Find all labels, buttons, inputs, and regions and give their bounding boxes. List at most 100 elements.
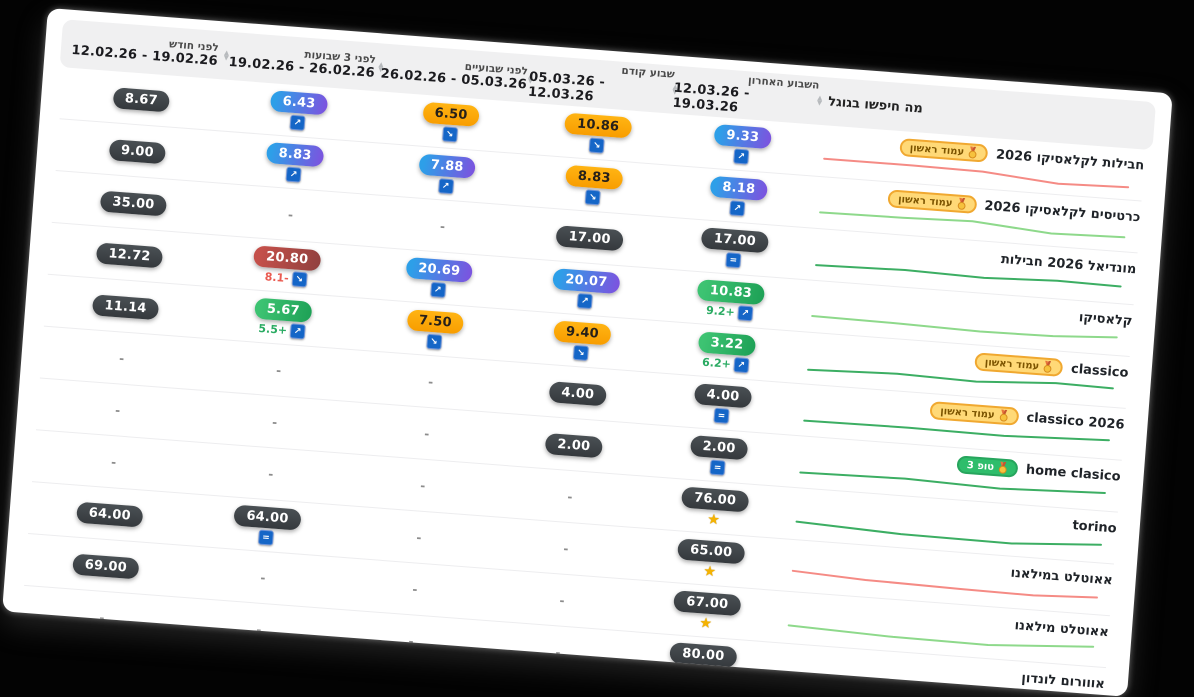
- rank-pill: 7.88: [418, 153, 477, 179]
- rank-pill: 17.00: [701, 226, 769, 253]
- keyword-cell[interactable]: classico 2026 עמוד ראשון: [793, 384, 1126, 461]
- rank-pill: 9.33: [713, 123, 772, 149]
- rank-pill: 35.00: [99, 190, 168, 217]
- rank-change-line: ↗: [285, 166, 302, 183]
- keyword-cell[interactable]: מונדיאל 2026 חבילות: [805, 228, 1138, 305]
- first-page-badge: עמוד ראשון: [887, 189, 978, 214]
- rank-pill: 20.69: [405, 256, 474, 283]
- column-header-text: השבוע האחרון 12.03.26 - 19.03.26: [672, 69, 820, 122]
- keyword-label: קלאסיקו: [1078, 309, 1133, 329]
- keyword-cell[interactable]: home clasico טופ 3: [789, 436, 1122, 513]
- trend-down-icon: ↘: [572, 344, 589, 361]
- dash-placeholder: -: [255, 622, 262, 637]
- rank-pill: 10.83: [697, 278, 765, 305]
- rank-cell: -: [344, 525, 495, 550]
- keyword-cell[interactable]: torino: [785, 488, 1118, 565]
- trend-up-icon: ↗: [289, 114, 306, 131]
- rank-pill: 3.22: [697, 330, 757, 357]
- rank-cell: 9.00: [57, 135, 218, 168]
- medal-icon: [957, 197, 966, 210]
- sort-arrows-icon[interactable]: ▲ ▼: [817, 94, 823, 107]
- rank-change-line: =: [713, 407, 730, 424]
- keyword-label: אאוטלט מילאנו: [1014, 617, 1110, 640]
- sparkline: [793, 464, 1111, 506]
- column-header-text: לפני חודש 12.02.26 - 19.02.26: [71, 30, 219, 69]
- rank-change-line: =: [709, 459, 726, 476]
- new-entry-star-icon: ★: [694, 666, 709, 684]
- rank-cell: -: [22, 605, 183, 631]
- rank-pill: 17.00: [555, 224, 624, 251]
- keyword-line[interactable]: classico 2026 עמוד ראשון: [799, 390, 1126, 435]
- keyword-line[interactable]: חבילות לקלאסיקו 2026 עמוד ראשון: [818, 131, 1145, 176]
- table-row: 8.67 6.43 ↗ 6.50 ↘ 10.86 ↘ 9.33 ↗ חבילות לקלאסיקו…: [59, 67, 1146, 202]
- dash-placeholder: -: [423, 426, 430, 442]
- rank-change-line: ↗: [576, 293, 593, 310]
- rank-cell: 69.00: [25, 549, 186, 582]
- keyword-cell[interactable]: אאוטלט במילאנו: [781, 539, 1114, 616]
- rank-pill: 69.00: [72, 553, 140, 579]
- rank-cell: 20.69 ↗: [362, 253, 515, 303]
- rank-change-line: ↘: [584, 189, 601, 206]
- sparkline: [781, 619, 1099, 661]
- badge-label: עמוד ראשון: [897, 193, 953, 209]
- no-change-icon: =: [725, 252, 742, 269]
- rank-change-line: ★: [703, 563, 717, 580]
- rank-cell: -: [497, 485, 643, 510]
- keyword-line[interactable]: classico עמוד ראשון: [803, 338, 1130, 383]
- rank-cell: 2.00: [501, 429, 647, 461]
- trend-up-icon: ↗: [576, 293, 593, 310]
- keyword-label: אאוטלט במילאנו: [1010, 565, 1114, 588]
- rank-cell: 7.88 ↗: [370, 150, 523, 200]
- trend-down-icon: ↘: [588, 137, 605, 154]
- trend-up-icon: ↗: [429, 281, 446, 298]
- table-body: 8.67 6.43 ↗ 6.50 ↘ 10.86 ↘ 9.33 ↗ חבילות לקלאסיקו…: [20, 67, 1146, 697]
- dash-placeholder: -: [407, 634, 415, 649]
- sparkline: [809, 257, 1127, 299]
- rank-cell: 8.67: [61, 83, 222, 116]
- rank-cell: -: [37, 397, 198, 423]
- keyword-cell[interactable]: כרטיסים לקלאסיקו 2026 עמוד ראשון: [808, 176, 1141, 253]
- dash-placeholder: -: [562, 541, 569, 557]
- trend-up-icon: ↗: [737, 305, 754, 322]
- rank-cell: 80.00 ★: [629, 639, 777, 689]
- rank-cell: 6.50 ↘: [374, 98, 527, 148]
- rank-cell: 64.00 =: [188, 501, 346, 552]
- dash-placeholder: -: [259, 570, 266, 586]
- rank-cell: 11.14: [45, 290, 206, 323]
- keyword-cell[interactable]: חבילות לקלאסיקו 2026 עמוד ראשון: [812, 125, 1145, 202]
- rank-change-line: =: [257, 529, 275, 546]
- rank-cell: 8.18 ↗: [664, 172, 812, 222]
- keyword-label: classico 2026: [1025, 409, 1126, 433]
- rank-pill: 8.67: [112, 86, 171, 112]
- rank-pill: 7.50: [406, 308, 465, 334]
- rank-cell: 17.00 =: [660, 224, 808, 274]
- sparkline: [797, 412, 1115, 454]
- rank-cell: -: [41, 346, 202, 372]
- keyword-line[interactable]: כרטיסים לקלאסיקו 2026 עמוד ראשון: [814, 183, 1141, 228]
- badge-label: עמוד ראשון: [939, 405, 996, 421]
- table-row: - - - - 76.00 ★ torino: [31, 430, 1118, 565]
- dash-placeholder: -: [559, 593, 566, 608]
- keyword-cell[interactable]: classico עמוד ראשון: [797, 332, 1130, 409]
- badge-label: עמוד ראשון: [909, 142, 965, 158]
- dash-placeholder: -: [555, 645, 562, 660]
- keyword-label: classico: [1070, 361, 1129, 381]
- keyword-cell[interactable]: קלאסיקו: [801, 280, 1134, 357]
- keyword-cell[interactable]: אאוטלט מילאנו: [777, 591, 1110, 668]
- badge-label: עמוד ראשון: [984, 356, 1040, 372]
- trend-up-icon: ↗: [733, 148, 750, 165]
- rank-change-line: ↘: [588, 137, 605, 154]
- keyword-line[interactable]: home clasico טופ 3: [795, 442, 1122, 487]
- rank-cell: -: [493, 536, 639, 561]
- rank-tracker-page: לפני חודש 12.02.26 - 19.02.26 ▲ ▼ לפני 3 שבו…: [2, 8, 1173, 697]
- rank-pill: 2.00: [544, 432, 604, 458]
- rank-change-line: ★: [707, 511, 721, 528]
- first-page-badge: עמוד ראשון: [929, 401, 1020, 426]
- no-change-icon: =: [713, 407, 730, 424]
- rank-cell: 67.00 ★: [633, 587, 781, 637]
- rank-change-line: ★: [699, 615, 713, 632]
- table-row: 35.00- -17.00 17.00 = מונדיאל 2026 חבילות: [51, 171, 1138, 306]
- change-value: 6.2+: [701, 355, 732, 371]
- rank-pill: 2.00: [689, 434, 749, 460]
- rank-cell: 7.50 ↘: [358, 305, 511, 355]
